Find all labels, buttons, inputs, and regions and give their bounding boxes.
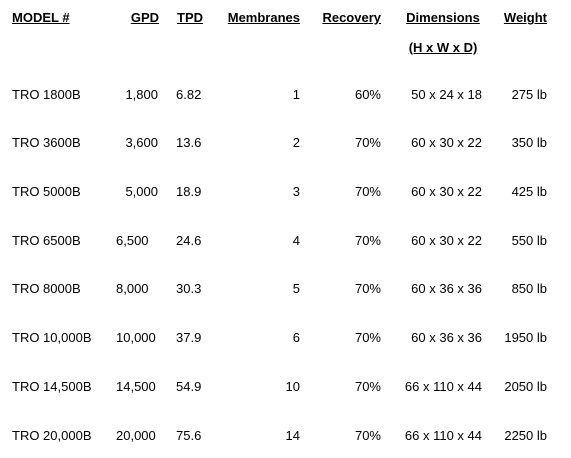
- header-model: MODEL #: [12, 10, 70, 25]
- cell-membranes: 5: [292, 281, 300, 296]
- cell-dimensions: 66 x 110 x 44: [404, 428, 482, 443]
- cell-weight: 350 lb: [511, 135, 547, 150]
- cell-recovery: 70%: [354, 379, 381, 394]
- cell-weight: 2050 lb: [504, 379, 547, 394]
- cell-tpd: 13.6: [176, 135, 202, 150]
- cell-tpd: 24.6: [176, 233, 202, 248]
- cell-gpd: 5,000: [125, 184, 158, 199]
- cell-recovery: 60%: [354, 87, 381, 102]
- header-recovery: Recovery: [322, 10, 381, 25]
- header-membranes: Membranes: [227, 10, 300, 25]
- cell-weight: 2250 lb: [504, 428, 547, 443]
- header-gpd: GPD: [130, 10, 159, 25]
- cell-dimensions: 60 x 36 x 36: [411, 330, 482, 345]
- cell-recovery: 70%: [354, 184, 381, 199]
- cell-model: TRO 14,500B: [12, 379, 92, 394]
- cell-recovery: 70%: [354, 135, 381, 150]
- cell-model: TRO 6500B: [12, 233, 81, 248]
- cell-model: TRO 3600B: [12, 135, 81, 150]
- cell-gpd: 10,000: [116, 330, 156, 345]
- cell-membranes: 3: [292, 184, 300, 199]
- cell-recovery: 70%: [354, 330, 381, 345]
- cell-dimensions: 60 x 30 x 22: [411, 135, 482, 150]
- header-tpd: TPD: [177, 10, 203, 25]
- cell-gpd: 6,500: [116, 233, 149, 248]
- cell-tpd: 54.9: [176, 379, 202, 394]
- cell-weight: 425 lb: [511, 184, 547, 199]
- cell-dimensions: 60 x 36 x 36: [411, 281, 482, 296]
- cell-recovery: 70%: [354, 428, 381, 443]
- cell-model: TRO 20,000B: [12, 428, 92, 443]
- cell-weight: 550 lb: [511, 233, 547, 248]
- cell-dimensions: 60 x 30 x 22: [411, 233, 482, 248]
- cell-model: TRO 10,000B: [12, 330, 92, 345]
- cell-recovery: 70%: [354, 233, 381, 248]
- cell-model: TRO 5000B: [12, 184, 81, 199]
- cell-tpd: 75.6: [176, 428, 202, 443]
- cell-membranes: 10: [285, 379, 300, 394]
- header-dimensions: Dimensions: [406, 10, 480, 25]
- header-weight: Weight: [503, 10, 547, 25]
- cell-gpd: 8,000: [116, 281, 149, 296]
- cell-membranes: 4: [292, 233, 300, 248]
- cell-gpd: 20,000: [116, 428, 156, 443]
- cell-recovery: 70%: [354, 281, 381, 296]
- cell-dimensions: 66 x 110 x 44: [404, 379, 482, 394]
- cell-tpd: 30.3: [176, 281, 202, 296]
- cell-gpd: 3,600: [125, 135, 158, 150]
- cell-model: TRO 1800B: [12, 87, 81, 102]
- cell-membranes: 6: [292, 330, 300, 345]
- cell-membranes: 14: [285, 428, 300, 443]
- cell-weight: 850 lb: [511, 281, 547, 296]
- cell-tpd: 37.9: [176, 330, 202, 345]
- header-dimensions-sub: (H x W x D): [408, 40, 478, 55]
- cell-tpd: 6.82: [176, 87, 202, 102]
- cell-dimensions: 60 x 30 x 22: [411, 184, 482, 199]
- cell-weight: 1950 lb: [504, 330, 547, 345]
- cell-gpd: 14,500: [116, 379, 156, 394]
- cell-gpd: 1,800: [125, 87, 158, 102]
- cell-model: TRO 8000B: [12, 281, 81, 296]
- cell-membranes: 1: [292, 87, 300, 102]
- cell-membranes: 2: [292, 135, 300, 150]
- cell-dimensions: 50 x 24 x 18: [411, 87, 482, 102]
- cell-tpd: 18.9: [176, 184, 202, 199]
- cell-weight: 275 lb: [511, 87, 547, 102]
